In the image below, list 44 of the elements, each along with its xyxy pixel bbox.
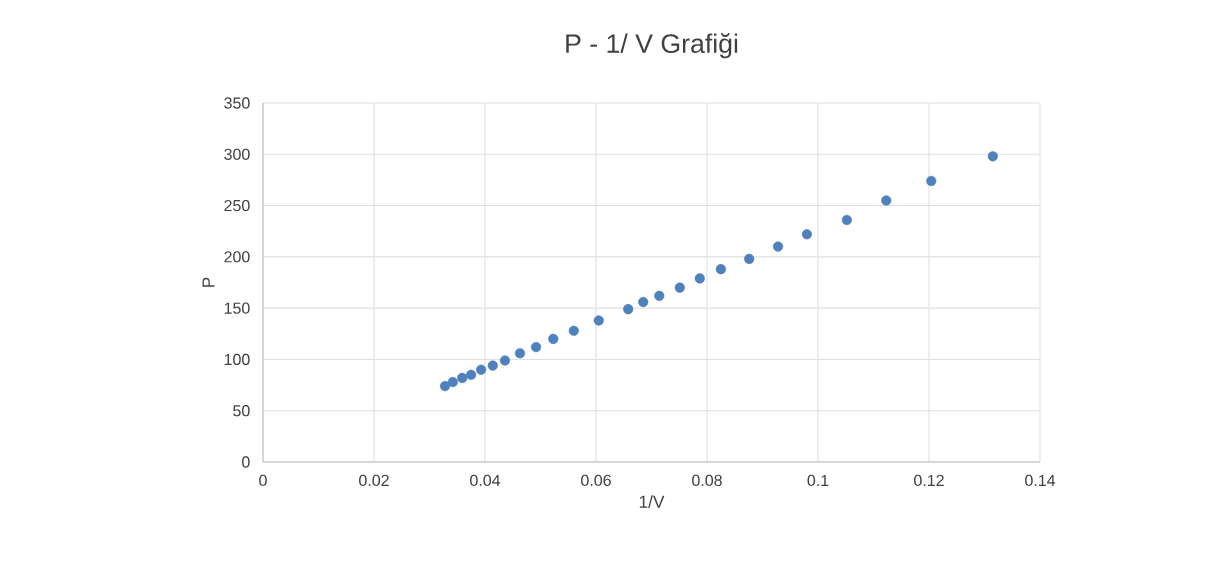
point bbox=[487, 360, 498, 371]
y-tick-label: 150 bbox=[224, 302, 250, 314]
point bbox=[514, 348, 526, 359]
y-axis-title: P bbox=[202, 277, 215, 287]
y-tick-label: 100 bbox=[224, 353, 250, 366]
chart-title: P - 1/ V Grafiği bbox=[566, 33, 738, 59]
x-tick-label: 0 bbox=[259, 474, 267, 487]
point bbox=[926, 175, 937, 187]
point bbox=[881, 195, 892, 206]
y-tick-label: 0 bbox=[242, 456, 250, 468]
y-tick-label: 200 bbox=[224, 251, 250, 263]
point bbox=[744, 253, 755, 264]
x-tick-label: 0.12 bbox=[914, 474, 944, 487]
point bbox=[623, 304, 634, 315]
point bbox=[457, 372, 468, 383]
x-tick-label: 0.14 bbox=[1025, 474, 1056, 487]
point bbox=[638, 296, 649, 308]
y-tick-label: 250 bbox=[224, 199, 250, 212]
y-tick-label: 350 bbox=[224, 97, 250, 109]
point bbox=[439, 381, 451, 392]
point bbox=[499, 355, 511, 366]
point bbox=[841, 214, 852, 225]
point bbox=[654, 290, 665, 301]
point bbox=[531, 342, 542, 353]
point bbox=[593, 315, 604, 326]
x-tick-label: 0.06 bbox=[581, 474, 611, 487]
point bbox=[987, 151, 998, 162]
x-tick-label: 0.04 bbox=[470, 474, 501, 487]
point bbox=[447, 376, 458, 388]
point bbox=[694, 273, 705, 284]
point bbox=[476, 364, 487, 375]
point bbox=[466, 369, 477, 380]
x-tick-label: 0.1 bbox=[807, 474, 829, 487]
point bbox=[568, 325, 579, 336]
point bbox=[801, 229, 812, 240]
x-axis-title: 1/V bbox=[639, 495, 665, 508]
x-tick-label: 0.08 bbox=[692, 474, 722, 487]
y-tick-label: 50 bbox=[233, 405, 250, 417]
point bbox=[548, 333, 559, 344]
x-tick-label: 0.02 bbox=[359, 474, 389, 487]
point bbox=[772, 241, 784, 252]
y-tick-label: 300 bbox=[224, 148, 250, 160]
point bbox=[715, 264, 726, 275]
point bbox=[674, 282, 685, 293]
